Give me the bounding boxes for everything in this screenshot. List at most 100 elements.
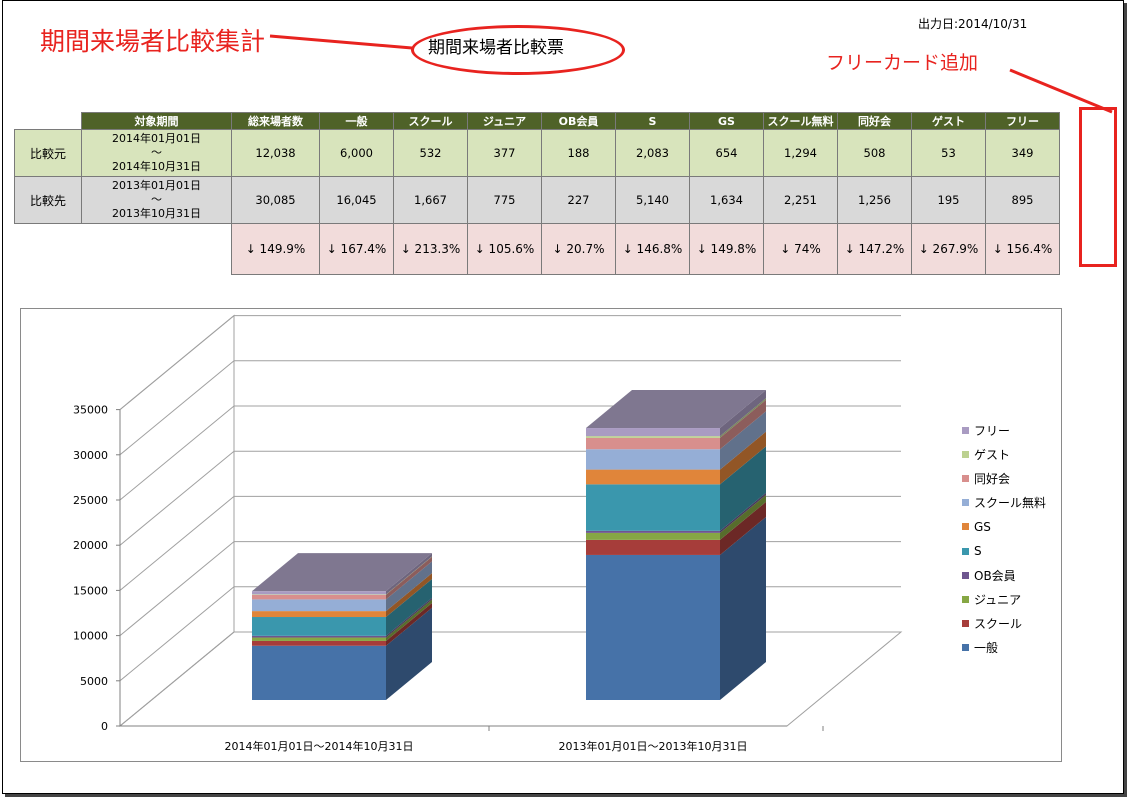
legend-item: スクール xyxy=(962,612,1046,636)
header-period: 対象期間 xyxy=(81,112,232,130)
value-cell: 377 xyxy=(467,129,542,177)
row-label: 比較元 xyxy=(14,129,82,177)
value-cell: 2,251 xyxy=(763,176,838,224)
percent-cell: ↓ 267.9% xyxy=(911,223,986,275)
percent-cell: ↓ 74% xyxy=(763,223,838,275)
legend-label: スクール xyxy=(974,617,1023,632)
table-row: 比較先 2013年01月01日 ～ 2013年10月31日 30,085 16,… xyxy=(14,176,1060,224)
x-category-label: 2014年01月01日～2014年10月31日 xyxy=(225,739,414,753)
y-tick-label: 15000 xyxy=(73,584,108,597)
value-cell: 775 xyxy=(467,176,542,224)
add-card-annotation: フリーカード追加 xyxy=(826,52,979,74)
value-cell: 1,294 xyxy=(763,129,838,177)
legend-item: ジュニア xyxy=(962,587,1046,611)
bar-segment-side xyxy=(720,494,766,540)
value-cell: 654 xyxy=(689,129,764,177)
bar-segment-front xyxy=(252,594,386,600)
bar-segment-side xyxy=(720,516,766,700)
percent-cell: ↓ 20.7% xyxy=(541,223,616,275)
gridline-diagonal xyxy=(119,631,235,727)
bar-segment-side xyxy=(386,556,432,600)
bar-segment-front xyxy=(252,637,386,641)
bar-segment-front xyxy=(252,599,386,612)
comparison-table: 対象期間 総来場者数 一般 スクール ジュニア OB会員 S GS スクール無料… xyxy=(14,112,1060,275)
legend-item: ゲスト xyxy=(962,442,1046,466)
gridline-diagonal xyxy=(119,360,235,456)
bar-segment-front xyxy=(252,611,386,618)
legend-item: OB会員 xyxy=(962,563,1046,587)
bar-segment-front xyxy=(586,539,720,555)
value-cell: 349 xyxy=(985,129,1060,177)
title-highlight-ellipse xyxy=(411,25,625,75)
legend-label: フリー xyxy=(974,423,1011,438)
legend-swatch xyxy=(962,547,969,555)
table-row-percent: ↓ 149.9% ↓ 167.4% ↓ 213.3% ↓ 105.6% ↓ 20… xyxy=(14,223,1060,275)
header-general: 一般 xyxy=(319,112,394,130)
header-school-free: スクール無料 xyxy=(763,112,838,130)
bar-segment-side xyxy=(386,573,432,618)
percent-cell: ↓ 105.6% xyxy=(467,223,542,275)
legend-swatch xyxy=(962,571,969,579)
bar-segment-front xyxy=(252,594,386,595)
bar-segment-front xyxy=(586,469,720,485)
y-tick-label: 30000 xyxy=(73,449,108,462)
legend-swatch xyxy=(962,450,969,458)
value-cell: 1,634 xyxy=(689,176,764,224)
x-category-label: 2013年01月01日～2013年10月31日 xyxy=(559,739,748,753)
bar-segment-side xyxy=(720,492,766,533)
header-blank xyxy=(14,112,82,130)
chart-legend: フリー ゲスト 同好会 スクール無料 GS S OB会員 ジュニア スクール 一般 xyxy=(962,418,1046,660)
bar-segment-front xyxy=(586,554,720,700)
period-tilde: ～ xyxy=(151,146,162,159)
value-cell: 1,256 xyxy=(837,176,912,224)
row-label: 比較先 xyxy=(14,176,82,224)
value-cell: 227 xyxy=(541,176,616,224)
percent-cell: ↓ 146.8% xyxy=(615,223,690,275)
value-cell: 895 xyxy=(985,176,1060,224)
bar-top-face xyxy=(252,553,432,592)
bar-segment-side xyxy=(720,390,766,437)
y-tick-label: 0 xyxy=(101,720,108,733)
legend-label: スクール無料 xyxy=(974,496,1047,511)
table-header-row: 対象期間 総来場者数 一般 スクール ジュニア OB会員 S GS スクール無料… xyxy=(14,112,1060,130)
legend-item: 一般 xyxy=(962,636,1046,660)
period-tilde: ～ xyxy=(151,193,162,206)
y-tick-label: 20000 xyxy=(73,539,108,552)
gridline-diagonal xyxy=(119,586,235,682)
bar-segment-front xyxy=(586,449,720,470)
value-cell: 2,083 xyxy=(615,129,690,177)
y-tick-label: 10000 xyxy=(73,630,108,643)
value-cell: 1,667 xyxy=(393,176,468,224)
legend-label: GS xyxy=(974,519,991,534)
report-title: 期間来場者比較票 xyxy=(428,38,564,58)
period-cell: 2014年01月01日 ～ 2014年10月31日 xyxy=(81,129,232,177)
bar-segment-front xyxy=(586,530,720,533)
bar-segment-side xyxy=(386,599,432,641)
title-annotation: 期間来場者比較集計 xyxy=(40,27,266,56)
bar-segment-side xyxy=(386,561,432,612)
legend-swatch xyxy=(962,644,969,652)
chart-frame xyxy=(20,308,1062,762)
gridline-diagonal xyxy=(119,541,235,636)
bar-segment-side xyxy=(386,556,432,595)
bar-segment-side xyxy=(386,553,432,595)
bar-segment-side xyxy=(720,398,766,438)
header-guest: ゲスト xyxy=(911,112,986,130)
header-ob-member: OB会員 xyxy=(541,112,616,130)
legend-label: ジュニア xyxy=(974,592,1022,607)
legend-swatch xyxy=(962,499,969,507)
bar-segment-front xyxy=(586,428,720,437)
header-s: S xyxy=(615,112,690,130)
percent-cell: ↓ 147.2% xyxy=(837,223,912,275)
gridline-diagonal xyxy=(119,450,235,546)
output-date: 出力日:2014/10/31 xyxy=(918,17,1028,31)
bar-segment-front xyxy=(252,617,386,636)
legend-label: ゲスト xyxy=(974,447,1011,462)
gridline-diagonal xyxy=(119,496,235,591)
value-cell: 53 xyxy=(911,129,986,177)
bar-segment-front xyxy=(586,436,720,438)
legend-label: S xyxy=(974,544,982,559)
period-to: 2013年10月31日 xyxy=(112,207,201,220)
percent-cell: ↓ 156.4% xyxy=(985,223,1060,275)
bar-segment-side xyxy=(386,602,432,646)
